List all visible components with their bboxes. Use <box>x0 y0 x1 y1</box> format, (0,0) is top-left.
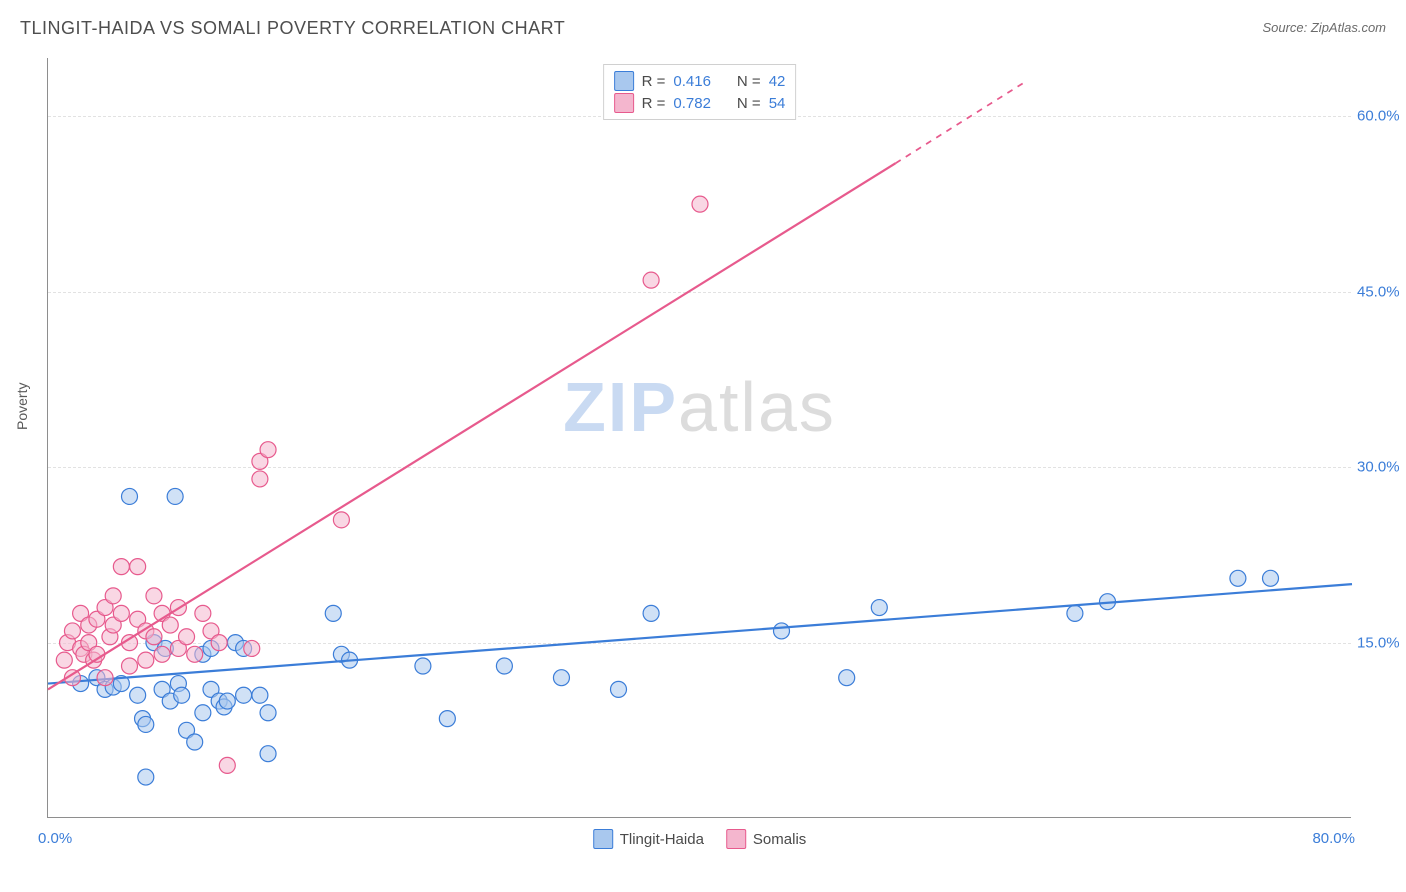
series-legend: Tlingit-Haida Somalis <box>593 829 807 849</box>
scatter-point <box>122 658 138 674</box>
trend-line <box>48 584 1352 683</box>
scatter-point <box>146 629 162 645</box>
legend-r-label: R = <box>642 73 666 90</box>
scatter-point <box>1230 570 1246 586</box>
scatter-point <box>105 588 121 604</box>
scatter-point <box>195 705 211 721</box>
trend-line <box>48 163 896 689</box>
y-tick: 15.0% <box>1357 634 1406 651</box>
y-tick: 60.0% <box>1357 108 1406 125</box>
scatter-point <box>260 442 276 458</box>
scatter-point <box>415 658 431 674</box>
legend-swatch <box>726 829 746 849</box>
scatter-point <box>333 512 349 528</box>
scatter-point <box>692 196 708 212</box>
scatter-point <box>146 588 162 604</box>
scatter-point <box>643 605 659 621</box>
scatter-point <box>154 646 170 662</box>
scatter-point <box>138 716 154 732</box>
legend-n-label: N = <box>737 95 761 112</box>
scatter-point <box>56 652 72 668</box>
legend-r-label: R = <box>642 95 666 112</box>
scatter-point <box>439 711 455 727</box>
legend-series-label: Tlingit-Haida <box>620 831 704 848</box>
chart-title: TLINGIT-HAIDA VS SOMALI POVERTY CORRELAT… <box>20 18 565 38</box>
scatter-point <box>553 670 569 686</box>
scatter-point <box>179 629 195 645</box>
scatter-point <box>113 605 129 621</box>
scatter-point <box>130 687 146 703</box>
scatter-point <box>236 687 252 703</box>
scatter-point <box>187 646 203 662</box>
scatter-point <box>839 670 855 686</box>
scatter-point <box>244 640 260 656</box>
scatter-point <box>611 681 627 697</box>
legend-r-value: 0.416 <box>673 73 711 90</box>
legend-series-label: Somalis <box>753 831 806 848</box>
scatter-point <box>325 605 341 621</box>
legend-row: R = 0.416 N = 42 <box>614 70 786 92</box>
source-attribution: Source: ZipAtlas.com <box>1262 20 1386 35</box>
y-axis-label: Poverty <box>14 383 30 430</box>
scatter-point <box>643 272 659 288</box>
x-tick: 0.0% <box>38 830 72 847</box>
legend-item: Somalis <box>726 829 806 849</box>
scatter-point <box>211 635 227 651</box>
scatter-point <box>64 623 80 639</box>
legend-swatch <box>614 71 634 91</box>
legend-r-value: 0.782 <box>673 95 711 112</box>
legend-swatch <box>593 829 613 849</box>
correlation-legend: R = 0.416 N = 42 R = 0.782 N = 54 <box>603 64 797 120</box>
scatter-point <box>219 757 235 773</box>
x-tick: 80.0% <box>1312 830 1355 847</box>
scatter-point <box>871 600 887 616</box>
legend-n-value: 54 <box>769 95 786 112</box>
chart-canvas <box>48 58 1351 817</box>
scatter-point <box>97 670 113 686</box>
y-tick: 30.0% <box>1357 459 1406 476</box>
legend-n-label: N = <box>737 73 761 90</box>
scatter-point <box>252 687 268 703</box>
scatter-point <box>130 559 146 575</box>
scatter-point <box>138 769 154 785</box>
scatter-point <box>195 605 211 621</box>
scatter-point <box>252 471 268 487</box>
scatter-point <box>122 488 138 504</box>
scatter-point <box>187 734 203 750</box>
scatter-point <box>113 559 129 575</box>
scatter-point <box>138 652 154 668</box>
trend-line-dashed <box>896 81 1026 163</box>
scatter-point <box>260 746 276 762</box>
scatter-point <box>1067 605 1083 621</box>
legend-item: Tlingit-Haida <box>593 829 704 849</box>
y-tick: 45.0% <box>1357 283 1406 300</box>
plot-area: ZIPatlas R = 0.416N = 42R = 0.782N = 54 … <box>47 58 1351 818</box>
scatter-point <box>162 617 178 633</box>
scatter-point <box>774 623 790 639</box>
scatter-point <box>260 705 276 721</box>
scatter-point <box>167 488 183 504</box>
scatter-point <box>174 687 190 703</box>
legend-row: R = 0.782 N = 54 <box>614 92 786 114</box>
legend-swatch <box>614 93 634 113</box>
scatter-point <box>219 693 235 709</box>
legend-n-value: 42 <box>769 73 786 90</box>
scatter-point <box>1263 570 1279 586</box>
scatter-point <box>496 658 512 674</box>
